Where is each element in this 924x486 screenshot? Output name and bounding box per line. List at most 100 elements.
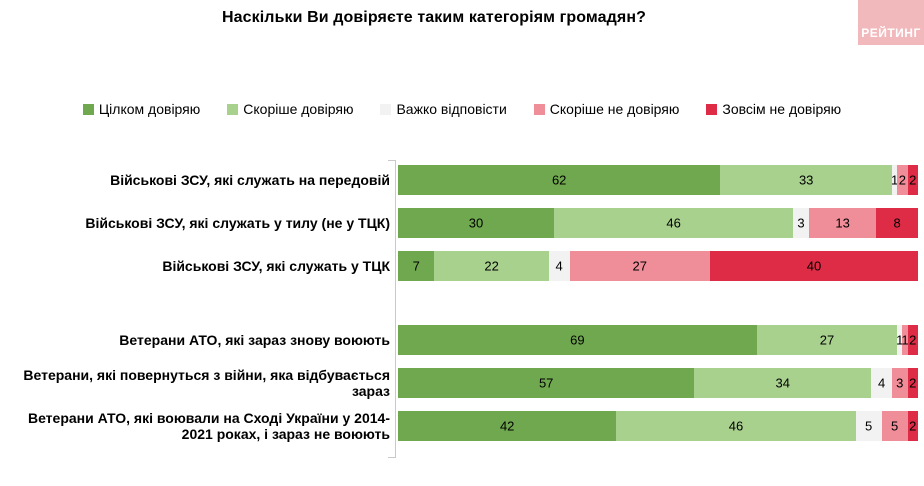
- value-label: 40: [806, 258, 822, 274]
- bar-segment: 2: [907, 411, 918, 441]
- legend-label: Скоріше довіряю: [243, 101, 354, 117]
- bar-segment: 4: [548, 251, 570, 281]
- bar-segment: 46: [616, 411, 856, 441]
- value-label: 1: [901, 332, 909, 348]
- legend-swatch-icon: [533, 103, 545, 115]
- value-label: 2: [909, 172, 917, 188]
- legend-swatch-icon: [227, 103, 239, 115]
- legend-item: Важко відповісти: [380, 101, 507, 117]
- bar-segment: 46: [554, 208, 794, 238]
- value-label: 33: [798, 172, 814, 188]
- stacked-bar: 69 27 1 1 2: [398, 325, 918, 355]
- bar-segment: 2: [907, 325, 918, 355]
- bar-segment: 1: [901, 325, 909, 355]
- bar-segment: 2: [907, 165, 918, 195]
- legend-item: Скоріше не довіряю: [533, 101, 680, 117]
- stacked-bar: 62 33 1 2 2: [398, 165, 918, 195]
- bar-row: Військові ЗСУ, які служать у тилу (не у …: [0, 208, 924, 238]
- bar-segment: 3: [793, 208, 809, 238]
- bar-segment: 33: [720, 165, 892, 195]
- value-label: 30: [468, 215, 484, 231]
- bar-row: Військові ЗСУ, які служать у ТЦК 7 22 4 27 40: [0, 251, 924, 281]
- axis-tick: [388, 457, 396, 458]
- bar-segment: 2: [897, 165, 908, 195]
- bar-segment: 8: [876, 208, 918, 238]
- legend-label: Важко відповісти: [396, 101, 507, 117]
- category-label: Ветерани АТО, які воювали на Сході Украї…: [27, 410, 390, 442]
- value-label: 69: [570, 332, 585, 348]
- legend-swatch-icon: [380, 103, 392, 115]
- value-label: 34: [775, 375, 791, 391]
- category-label: Ветерани АТО, які зараз знову воюють: [119, 332, 390, 348]
- value-label: 2: [909, 375, 917, 391]
- logo-text: РЕЙТИНГ: [861, 26, 921, 40]
- legend-label: Зовсім не довіряю: [722, 101, 842, 117]
- stacked-bar: 30 46 3 13 8: [398, 208, 918, 238]
- value-label: 7: [412, 258, 420, 274]
- value-label: 57: [538, 375, 554, 391]
- legend-item: Зовсім не довіряю: [706, 101, 841, 117]
- axis-tick: [388, 160, 396, 161]
- bar-segment: 34: [694, 368, 872, 398]
- bar-segment: 62: [398, 165, 721, 195]
- bar-segment: 5: [881, 411, 908, 441]
- value-label: 2: [909, 332, 917, 348]
- value-label: 27: [819, 332, 835, 348]
- value-label: 8: [893, 215, 901, 231]
- stacked-bar: 7 22 4 27 40: [398, 251, 918, 281]
- bar-row: Ветерани, які повернуться з війни, яка в…: [0, 367, 924, 399]
- legend-label: Скоріше не довіряю: [549, 101, 680, 117]
- bar-segment: 4: [871, 368, 892, 398]
- value-label: 2: [898, 172, 906, 188]
- chart-title: Наскільки Ви довіряєте таким категоріям …: [222, 9, 646, 26]
- bar-segment: 13: [808, 208, 877, 238]
- stacked-bar: 42 46 5 5 2: [398, 411, 918, 441]
- bar-segment: 57: [398, 368, 695, 398]
- value-label: 3: [797, 215, 805, 231]
- category-label: Військові ЗСУ, які служать у ТЦК: [162, 258, 390, 274]
- rating-group-logo: РЕЙТИНГ: [858, 0, 924, 45]
- value-label: 22: [484, 258, 499, 274]
- bar-segment: 27: [569, 251, 710, 281]
- legend: Цілком довіряю Скоріше довіряю Важко відпо…: [0, 101, 924, 117]
- category-label: Ветерани, які повернуться з війни, яка в…: [23, 367, 390, 399]
- value-label: 4: [877, 375, 886, 391]
- value-label: 27: [632, 258, 647, 274]
- value-label: 62: [551, 172, 567, 188]
- bar-segment: 1: [896, 325, 904, 355]
- bar-row: Ветерани АТО, які воювали на Сході Украї…: [0, 410, 924, 442]
- value-label: 1: [890, 172, 899, 188]
- bar-segment: 3: [891, 368, 908, 398]
- bar-row: Військові ЗСУ, які служать на передовій 6…: [0, 165, 924, 195]
- category-axis-line: [395, 160, 396, 458]
- legend-swatch-icon: [706, 103, 718, 115]
- value-label: 5: [864, 418, 873, 434]
- category-label: Військові ЗСУ, які служать на передовій: [110, 172, 390, 188]
- value-label: 13: [835, 215, 850, 231]
- bar-segment: 40: [709, 251, 918, 281]
- bar-row: Ветерани АТО, які зараз знову воюють 69 27…: [0, 325, 924, 355]
- bar-segment: 27: [756, 325, 898, 355]
- legend-label: Цілком довіряю: [98, 101, 201, 117]
- value-label: 2: [909, 418, 917, 434]
- value-label: 46: [728, 418, 744, 434]
- value-label: 1: [896, 332, 904, 348]
- legend-item: Скоріше довіряю: [227, 101, 353, 117]
- bar-segment: 1: [890, 165, 899, 195]
- value-label: 5: [890, 418, 899, 434]
- bar-segment: 30: [398, 208, 554, 238]
- bar-segment: 69: [398, 325, 757, 355]
- bar-segment: 2: [907, 368, 918, 398]
- bar-segment: 42: [398, 411, 617, 441]
- value-label: 42: [499, 418, 515, 434]
- stacked-bar: 57 34 4 3 2: [398, 368, 918, 398]
- value-label: 46: [666, 215, 681, 231]
- value-label: 4: [555, 258, 563, 274]
- bar-segment: 7: [398, 251, 435, 281]
- plot-area: Військові ЗСУ, які служать на передовій 6…: [0, 160, 924, 458]
- value-label: 3: [896, 375, 904, 391]
- legend-item: Цілком довіряю: [82, 101, 201, 117]
- bar-rows: Військові ЗСУ, які служать на передовій 6…: [0, 165, 924, 442]
- bar-segment: 22: [434, 251, 549, 281]
